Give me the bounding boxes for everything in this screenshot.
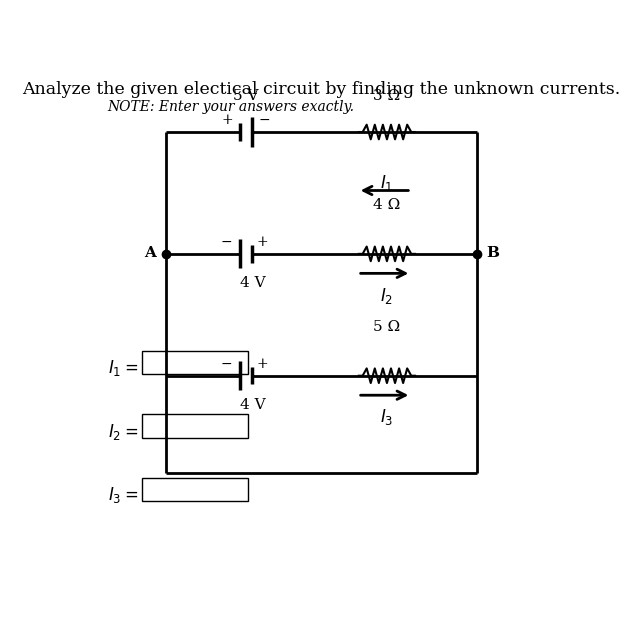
Text: 4 V: 4 V xyxy=(241,398,266,411)
Text: $I_2 =$: $I_2 =$ xyxy=(108,422,138,442)
Text: A: A xyxy=(144,246,156,260)
Text: $I_2$: $I_2$ xyxy=(381,285,394,306)
Text: $I_1 =$: $I_1 =$ xyxy=(108,358,138,379)
Text: −: − xyxy=(221,235,233,249)
Text: $I_3$: $I_3$ xyxy=(380,408,394,427)
Text: $I_3 =$: $I_3 =$ xyxy=(108,485,138,505)
Bar xyxy=(142,477,248,501)
Bar xyxy=(142,414,248,437)
Text: NOTE: Enter your answers exactly.: NOTE: Enter your answers exactly. xyxy=(108,101,354,115)
Text: −: − xyxy=(221,356,233,370)
Text: +: + xyxy=(222,113,233,127)
Text: 5 V: 5 V xyxy=(233,89,259,103)
Text: B: B xyxy=(487,246,500,260)
Text: 4 V: 4 V xyxy=(241,276,266,290)
Text: Analyze the given electical circuit by finding the unknown currents.: Analyze the given electical circuit by f… xyxy=(22,81,621,98)
Text: +: + xyxy=(256,356,268,370)
Text: −: − xyxy=(259,113,270,127)
Text: 3 Ω: 3 Ω xyxy=(373,89,401,103)
Text: 4 Ω: 4 Ω xyxy=(373,198,401,213)
Text: +: + xyxy=(256,235,268,249)
Text: 5 Ω: 5 Ω xyxy=(373,320,401,334)
Bar xyxy=(142,351,248,374)
Text: $I_1$: $I_1$ xyxy=(381,173,394,194)
